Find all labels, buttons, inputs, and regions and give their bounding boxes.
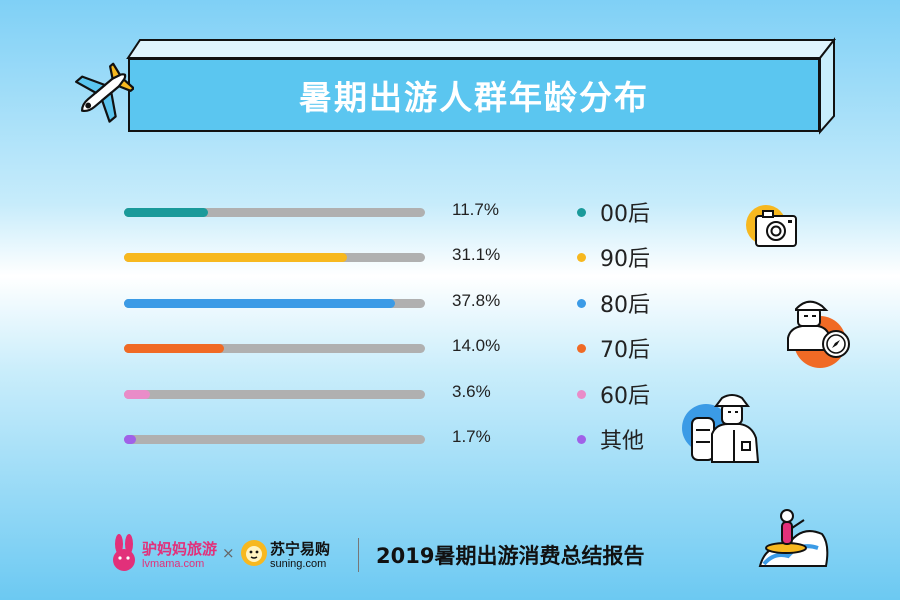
brand-lvmama-logo-text: 驴妈妈旅游 <box>142 540 218 558</box>
bar-track <box>124 344 425 354</box>
bar-fill <box>124 344 225 354</box>
category-label: 60后 <box>600 383 650 409</box>
bar-value-label: 37.8% <box>452 290 501 310</box>
brand-separator: × <box>222 544 235 562</box>
bar-fill <box>124 298 395 308</box>
category-label: 00后 <box>600 202 650 227</box>
category-label: 70后 <box>600 338 650 364</box>
bar-fill <box>124 435 137 444</box>
bar-value-label: 14.0% <box>452 336 501 356</box>
legend-dot <box>577 253 586 263</box>
camera-icon <box>746 205 797 247</box>
lion-logo-icon <box>241 540 267 566</box>
legend-dot <box>577 208 586 217</box>
bar-value-label: 31.1% <box>452 245 501 265</box>
bar-value-label: 11.7% <box>452 200 499 219</box>
bar-fill <box>124 389 150 399</box>
bar-value-label: 3.6% <box>452 381 491 401</box>
title-box: 暑期出游人群年龄分布 <box>128 58 820 132</box>
explorer-backpack-icon <box>682 394 760 463</box>
page-title: 暑期出游人群年龄分布 <box>299 78 649 117</box>
footer-divider <box>358 538 359 572</box>
footer: 驴妈妈旅游 lvmama.com × 苏宁易购 suning.com 2019暑… <box>110 528 810 576</box>
brand-lvmama-url: lvmama.com <box>142 558 205 570</box>
bar-track <box>124 389 425 399</box>
category-label: 80后 <box>600 292 650 318</box>
bar-track <box>124 208 425 217</box>
surfer-wave-icon <box>758 509 829 567</box>
brand-suning-url: suning.com <box>270 558 327 570</box>
bar-track <box>124 253 425 263</box>
legend-dot <box>577 344 586 354</box>
category-label: 其他 <box>600 429 645 454</box>
hiker-compass-icon <box>787 300 850 368</box>
legend-dot <box>577 389 586 399</box>
bar-track <box>124 298 425 308</box>
brand-suning-logo-text: 苏宁易购 <box>270 540 331 558</box>
category-label: 90后 <box>600 247 650 273</box>
bar-fill <box>124 253 347 263</box>
bar-track <box>124 435 425 444</box>
legend-dot <box>577 298 586 308</box>
rabbit-logo-icon <box>113 534 135 571</box>
bar-fill <box>124 208 208 217</box>
airplane-icon <box>74 62 134 123</box>
bar-value-label: 1.7% <box>452 427 491 446</box>
report-title: 2019暑期出游消费总结报告 <box>376 544 645 568</box>
legend-dot <box>577 435 586 444</box>
